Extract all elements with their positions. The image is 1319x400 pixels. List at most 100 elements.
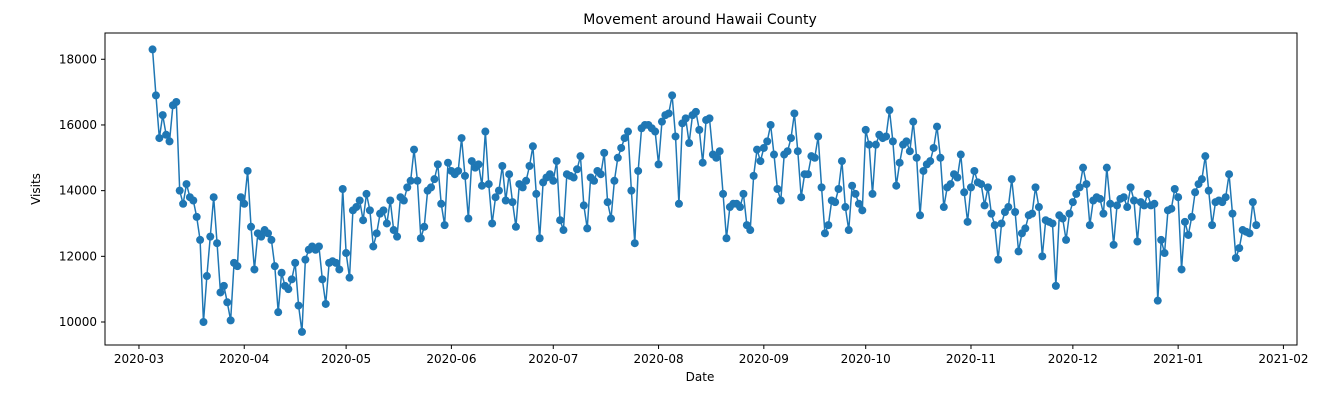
data-point — [1004, 203, 1013, 212]
data-point — [1231, 253, 1240, 262]
data-point — [1150, 199, 1159, 208]
data-point — [980, 201, 989, 210]
data-point — [264, 229, 273, 238]
data-point — [338, 185, 347, 193]
data-point — [1180, 217, 1189, 226]
data-point — [545, 170, 554, 179]
data-point — [939, 203, 948, 212]
data-point — [1011, 207, 1020, 216]
data-point — [484, 180, 493, 189]
data-point — [433, 160, 442, 169]
data-point — [427, 183, 436, 192]
data-point — [223, 298, 232, 307]
data-point — [824, 221, 833, 230]
data-point — [406, 176, 415, 185]
data-point — [1062, 235, 1071, 244]
data-point — [749, 171, 758, 180]
data-point — [457, 134, 466, 143]
data-point — [990, 221, 999, 230]
data-point — [970, 166, 979, 175]
data-point — [674, 199, 683, 208]
data-point — [488, 219, 497, 228]
data-point — [511, 222, 520, 231]
plot-area — [104, 32, 1298, 346]
data-point — [556, 216, 565, 225]
data-point — [1225, 170, 1234, 179]
data-point — [1187, 212, 1196, 221]
data-point — [569, 173, 578, 182]
data-point — [345, 273, 354, 282]
data-point — [179, 199, 188, 208]
data-point — [1177, 265, 1186, 274]
data-point — [1133, 237, 1142, 246]
data-point — [491, 193, 500, 202]
data-point — [888, 137, 897, 146]
data-point — [213, 239, 222, 248]
data-point — [532, 189, 541, 198]
data-point — [250, 265, 259, 274]
data-point — [444, 158, 452, 167]
data-point — [1248, 198, 1257, 207]
data-point — [297, 327, 306, 336]
x-tick-label: 2020-11 — [946, 352, 996, 366]
data-point — [681, 114, 690, 123]
data-point — [882, 132, 891, 141]
data-point — [416, 234, 425, 243]
data-point — [393, 232, 402, 241]
data-point — [685, 139, 694, 148]
data-point — [1208, 221, 1217, 230]
data-point — [267, 235, 276, 244]
x-tick-label: 2020-03 — [114, 352, 164, 366]
data-point — [691, 107, 700, 116]
data-point — [202, 272, 211, 281]
data-point — [885, 106, 894, 115]
data-point — [1065, 209, 1074, 218]
x-tick-label: 2020-04 — [219, 352, 269, 366]
data-point — [525, 162, 534, 171]
data-point — [736, 203, 745, 212]
data-point — [844, 226, 853, 235]
data-point — [474, 160, 483, 169]
data-point — [413, 176, 422, 185]
data-point — [919, 166, 928, 175]
data-point — [172, 97, 181, 106]
data-point — [226, 316, 235, 325]
chart-title: Movement around Hawaii County — [583, 12, 817, 28]
data-point — [314, 242, 323, 251]
data-point — [834, 185, 843, 193]
data-point — [243, 166, 252, 175]
data-point — [766, 120, 775, 129]
data-point — [657, 117, 666, 126]
data-point — [695, 125, 704, 134]
data-point — [505, 170, 514, 179]
x-tick-label: 2020-08 — [633, 352, 683, 366]
data-point — [369, 242, 378, 251]
x-tick-label: 2020-05 — [321, 352, 371, 366]
data-point — [440, 221, 449, 230]
data-point — [1201, 152, 1210, 161]
data-point — [535, 234, 544, 243]
data-point — [1228, 209, 1237, 218]
data-point — [1021, 224, 1030, 233]
data-point — [630, 239, 639, 248]
y-tick-label: 12000 — [59, 249, 97, 263]
data-point — [552, 157, 561, 166]
data-point — [627, 186, 636, 195]
data-point — [786, 134, 795, 143]
data-point — [236, 193, 245, 202]
data-point — [1235, 244, 1244, 253]
data-point — [501, 196, 510, 205]
data-point — [247, 222, 256, 231]
data-point — [1174, 193, 1183, 202]
data-point — [294, 301, 303, 310]
data-point — [664, 109, 673, 118]
data-point — [454, 166, 463, 175]
data-point — [596, 170, 605, 179]
data-point — [1079, 163, 1088, 172]
data-point — [386, 196, 395, 205]
data-point — [773, 185, 782, 193]
data-point — [583, 224, 592, 233]
data-point — [382, 219, 391, 228]
data-point — [498, 162, 507, 171]
data-point — [257, 232, 266, 241]
